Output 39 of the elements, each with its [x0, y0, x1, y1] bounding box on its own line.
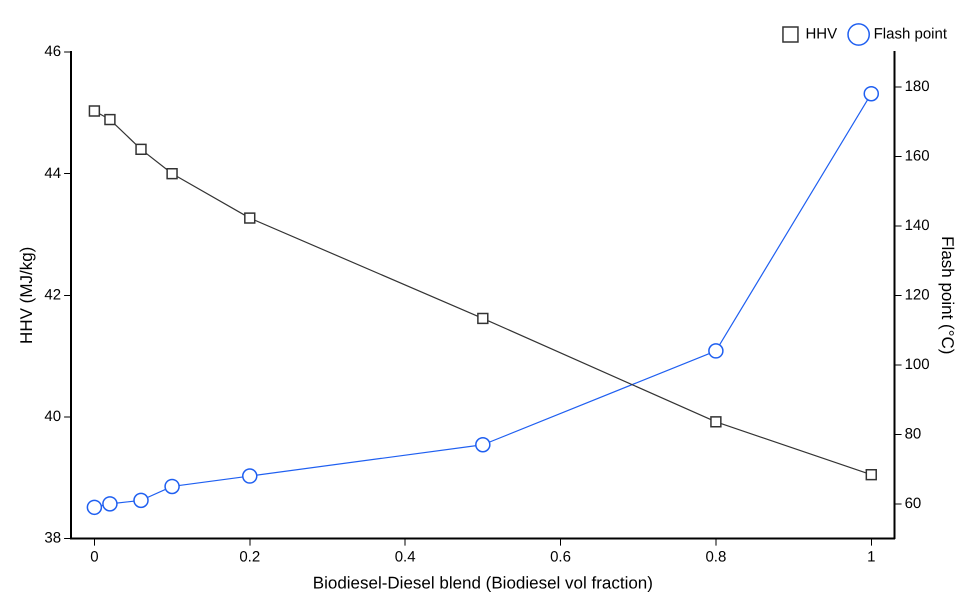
point — [102, 496, 118, 512]
y-tick-label: 42 — [44, 286, 62, 304]
point — [866, 469, 877, 480]
point — [135, 144, 147, 156]
point — [244, 212, 256, 224]
y2-tick-label: 60 — [904, 494, 922, 512]
point — [133, 492, 149, 508]
y2-tick-label: 140 — [904, 216, 930, 234]
x-tick-label: 0 — [90, 548, 99, 566]
point — [864, 86, 880, 102]
y-tick-label: 44 — [44, 164, 62, 182]
x-tick-label: 0.6 — [550, 548, 571, 566]
point — [164, 478, 180, 494]
point — [475, 437, 491, 453]
point — [708, 343, 724, 359]
y-tick-label: 40 — [44, 408, 62, 426]
x-tick-label: 0.8 — [705, 548, 726, 566]
point — [166, 168, 178, 180]
y-axis-title: HHV (MJ/kg) — [16, 246, 36, 344]
y2-axis-title: Flash point (°C) — [938, 236, 958, 354]
y-tick-label: 46 — [44, 43, 62, 60]
x-tick-label: 1 — [867, 548, 876, 566]
x-tick-label: 0.4 — [394, 548, 416, 566]
point — [477, 312, 489, 324]
y2-tick-label: 120 — [904, 286, 930, 304]
point — [710, 416, 722, 428]
legend-label: Flash point — [874, 26, 948, 43]
point — [88, 105, 100, 117]
point — [86, 500, 102, 516]
y2-tick-label: 160 — [904, 147, 930, 164]
x-tick-label: 0.2 — [239, 548, 260, 566]
legend-label: HHV — [805, 26, 838, 43]
point — [242, 468, 258, 484]
y2-tick-label: 80 — [904, 425, 922, 442]
x-axis-title: Biodiesel-Diesel blend (Biodiesel vol fraction) — [312, 573, 653, 592]
y-tick-label: 38 — [44, 530, 62, 547]
y2-tick-label: 100 — [904, 356, 930, 373]
y2-tick-label: 180 — [904, 78, 930, 95]
point — [104, 114, 116, 126]
